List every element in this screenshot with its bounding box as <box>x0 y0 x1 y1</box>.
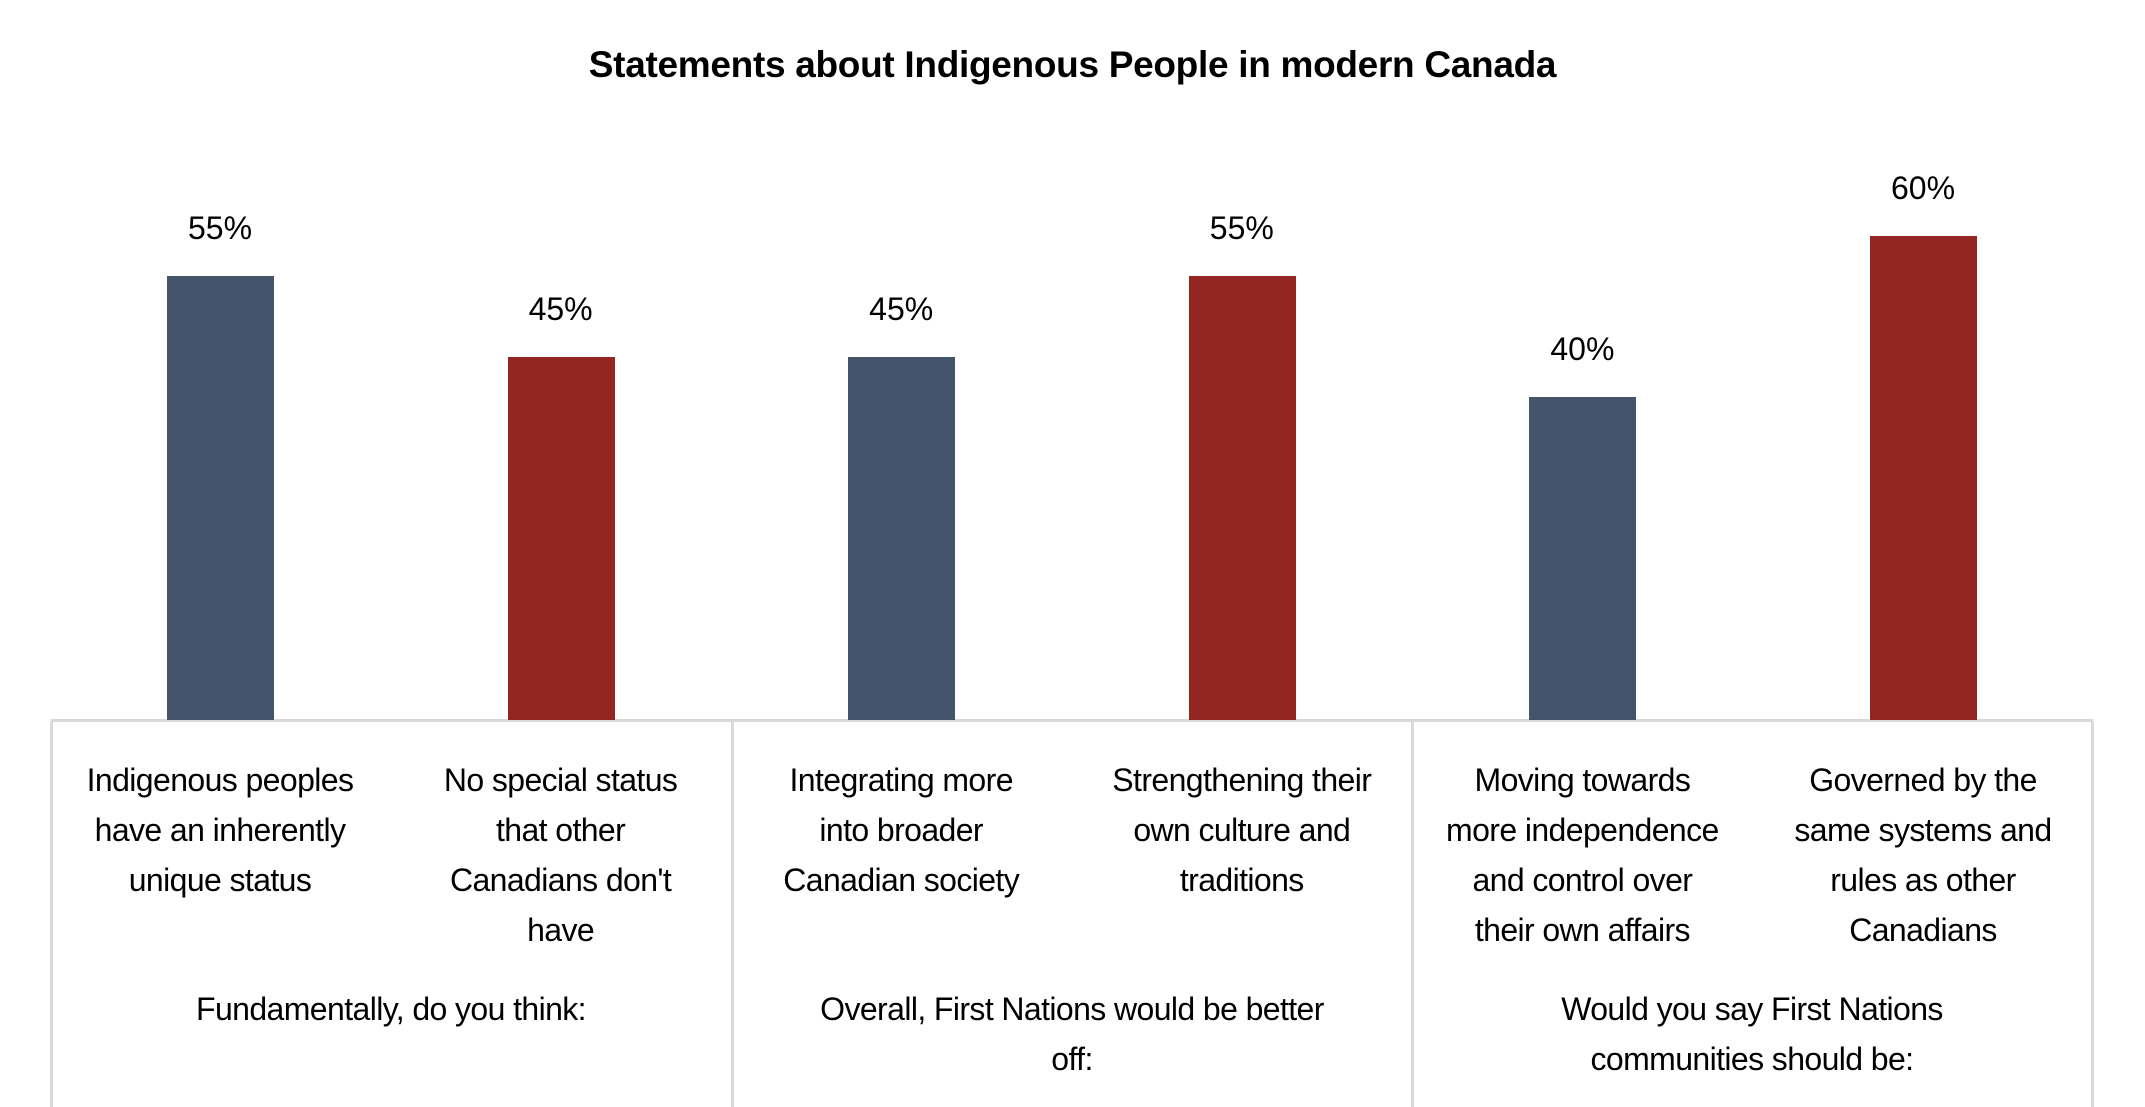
category-label-line: Strengthening their <box>1112 762 1372 798</box>
bar <box>167 276 274 720</box>
group-label: Overall, First Nations would be better of… <box>742 984 1402 1084</box>
category-label-line: rules as other <box>1830 862 2016 898</box>
group-divider <box>1411 721 1414 1107</box>
category-label-line: same systems and <box>1794 812 2052 848</box>
category-label-line: their own affairs <box>1474 912 1691 948</box>
group-label-line: Fundamentally, do you think: <box>196 991 587 1027</box>
category-label-line: and control over <box>1472 862 1693 898</box>
group-divider <box>50 721 53 1107</box>
category-label-line: Canadians <box>1849 912 1997 948</box>
category-label: Moving towards more independence and contr… <box>1412 755 1752 955</box>
data-label: 55% <box>187 210 253 247</box>
group-label: Would you say First Nations communities s… <box>1422 984 2082 1084</box>
category-label-line: own culture and <box>1133 812 1351 848</box>
category-label-line: unique status <box>128 862 312 898</box>
bar <box>1529 397 1637 720</box>
data-label: 40% <box>1550 331 1615 368</box>
category-label: Governed by the same systems and rules as … <box>1753 755 2093 955</box>
category-label-line: that other <box>495 812 626 848</box>
category-label-line: Governed by the <box>1809 762 2037 798</box>
bar <box>848 356 956 720</box>
bar <box>507 356 615 720</box>
group-divider <box>2091 721 2094 1107</box>
data-label: 45% <box>528 290 593 327</box>
category-label-line: have an inherently <box>94 812 346 848</box>
category-label-line: Canadian society <box>783 862 1020 898</box>
category-label: Strengthening their own culture and tradit… <box>1072 755 1412 905</box>
category-label-line: Indigenous peoples <box>86 762 354 798</box>
group-label-line: off: <box>1051 1041 1093 1077</box>
group-divider <box>731 721 734 1107</box>
category-label-line: have <box>527 912 595 948</box>
bar <box>1188 276 1296 720</box>
category-label-line: traditions <box>1179 862 1304 898</box>
category-label: Integrating more into broader Canadian soc… <box>731 755 1071 905</box>
group-label-line: communities should be: <box>1590 1041 1915 1077</box>
chart-title: Statements about Indigenous People in mo… <box>588 44 1557 85</box>
category-label-line: Integrating more <box>789 762 1013 798</box>
bar <box>1870 235 1977 720</box>
group-label-line: Overall, First Nations would be better <box>820 991 1324 1027</box>
category-label-line: Canadians don't <box>449 862 672 898</box>
data-label: 55% <box>1209 210 1274 247</box>
category-label-line: more independence <box>1446 812 1719 848</box>
category-label-line: Moving towards <box>1474 762 1691 798</box>
group-label: Fundamentally, do you think: <box>61 984 721 1034</box>
data-label: 60% <box>1890 169 1956 206</box>
category-label: Indigenous peoples have an inherently uniq… <box>50 755 390 905</box>
category-label-line: into broader <box>819 812 983 848</box>
category-label-line: No special status <box>443 762 678 798</box>
data-label: 45% <box>869 290 934 327</box>
group-label-line: Would you say First Nations <box>1561 991 1943 1027</box>
category-label: No special status that other Canadians don… <box>391 755 731 955</box>
x-axis-line <box>51 719 2093 722</box>
